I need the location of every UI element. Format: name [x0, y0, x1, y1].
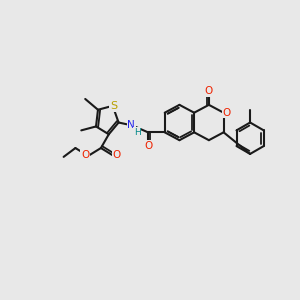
- Text: O: O: [205, 86, 213, 96]
- Text: O: O: [112, 150, 121, 160]
- Text: O: O: [144, 141, 152, 151]
- Text: O: O: [81, 150, 89, 160]
- Text: H: H: [134, 128, 141, 137]
- Text: N: N: [128, 121, 135, 130]
- Text: S: S: [110, 101, 117, 111]
- Text: O: O: [222, 108, 231, 118]
